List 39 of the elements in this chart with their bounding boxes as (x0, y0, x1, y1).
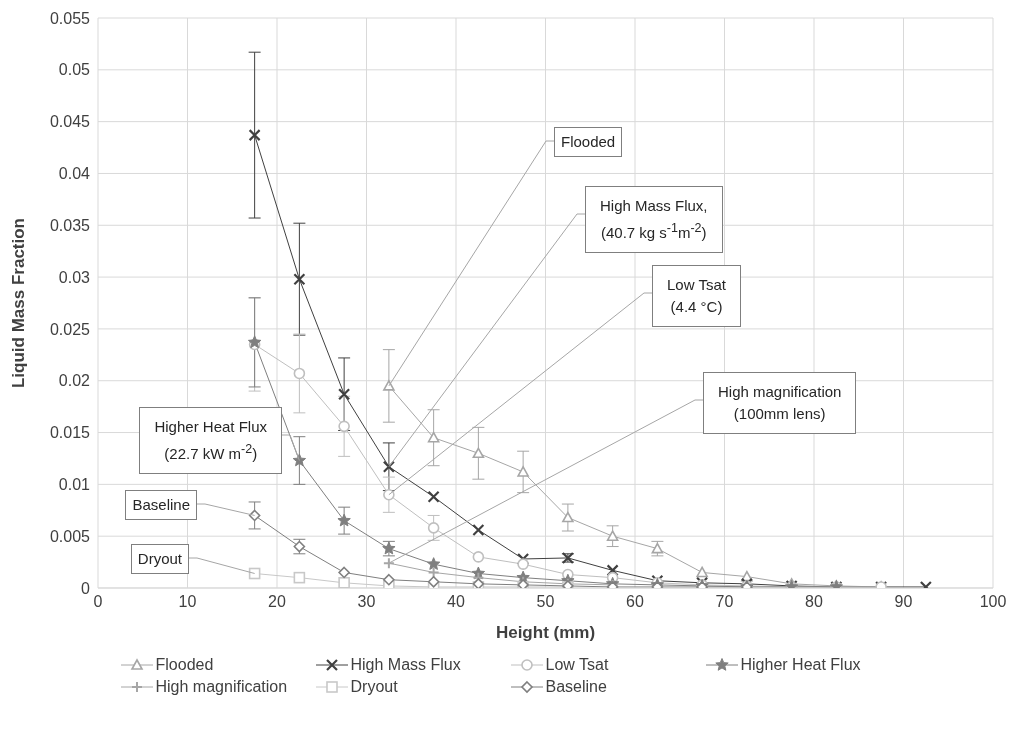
y-tick-label: 0.03 (58, 268, 91, 286)
x-tick-label: 50 (536, 593, 555, 611)
y-tick-label: 0.015 (49, 424, 91, 442)
legend-label: High magnification (155, 678, 288, 696)
legend-label: Baseline (545, 678, 607, 696)
legend-label: Low Tsat (545, 656, 609, 674)
y-axis-title: Liquid Mass Fraction (9, 217, 29, 389)
x-tick-label: 0 (93, 593, 103, 611)
y-tick-label: 0.005 (49, 527, 91, 545)
x-tick-label: 20 (268, 593, 286, 611)
legend-label: High Mass Flux (350, 656, 461, 674)
x-tick-label: 30 (357, 593, 376, 611)
y-tick-label: 0.055 (49, 9, 91, 27)
legend-label: Higher Heat Flux (740, 656, 861, 674)
legend-label: Dryout (350, 678, 398, 696)
y-tick-label: 0.035 (49, 216, 91, 234)
y-tick-label: 0.025 (49, 320, 91, 338)
annotation: Higher Heat Flux (22.7 kW m$^{-2}$) (154, 417, 267, 464)
annotation: Flooded (561, 132, 616, 152)
x-tick-label: 40 (447, 593, 465, 611)
legend-label: Flooded (155, 656, 214, 674)
y-tick-label: 0 (81, 579, 91, 597)
x-tick-label: 70 (715, 593, 734, 611)
x-tick-label: 60 (626, 593, 644, 611)
x-tick-label: 10 (178, 593, 197, 611)
y-tick-label: 0.045 (49, 113, 91, 131)
y-tick-label: 0.04 (58, 165, 91, 183)
y-tick-label: 0.01 (58, 476, 91, 494)
y-tick-label: 0.02 (58, 372, 91, 390)
annotation: High Mass Flux, (40.7 kg s$^{-1}$m$^{-2}$) (600, 196, 708, 243)
x-tick-label: 80 (805, 593, 823, 611)
y-tick-label: 0.05 (58, 61, 91, 79)
x-axis-title: Height (mm) (495, 623, 596, 642)
annotation: Dryout (137, 549, 182, 569)
annotation: Baseline (132, 495, 190, 515)
x-tick-label: 90 (894, 593, 913, 611)
annotation: High magnification (100mm lens) (718, 382, 842, 424)
x-tick-label: 100 (979, 593, 1007, 611)
annotation: Low Tsat (4.4 °C) (667, 275, 726, 317)
